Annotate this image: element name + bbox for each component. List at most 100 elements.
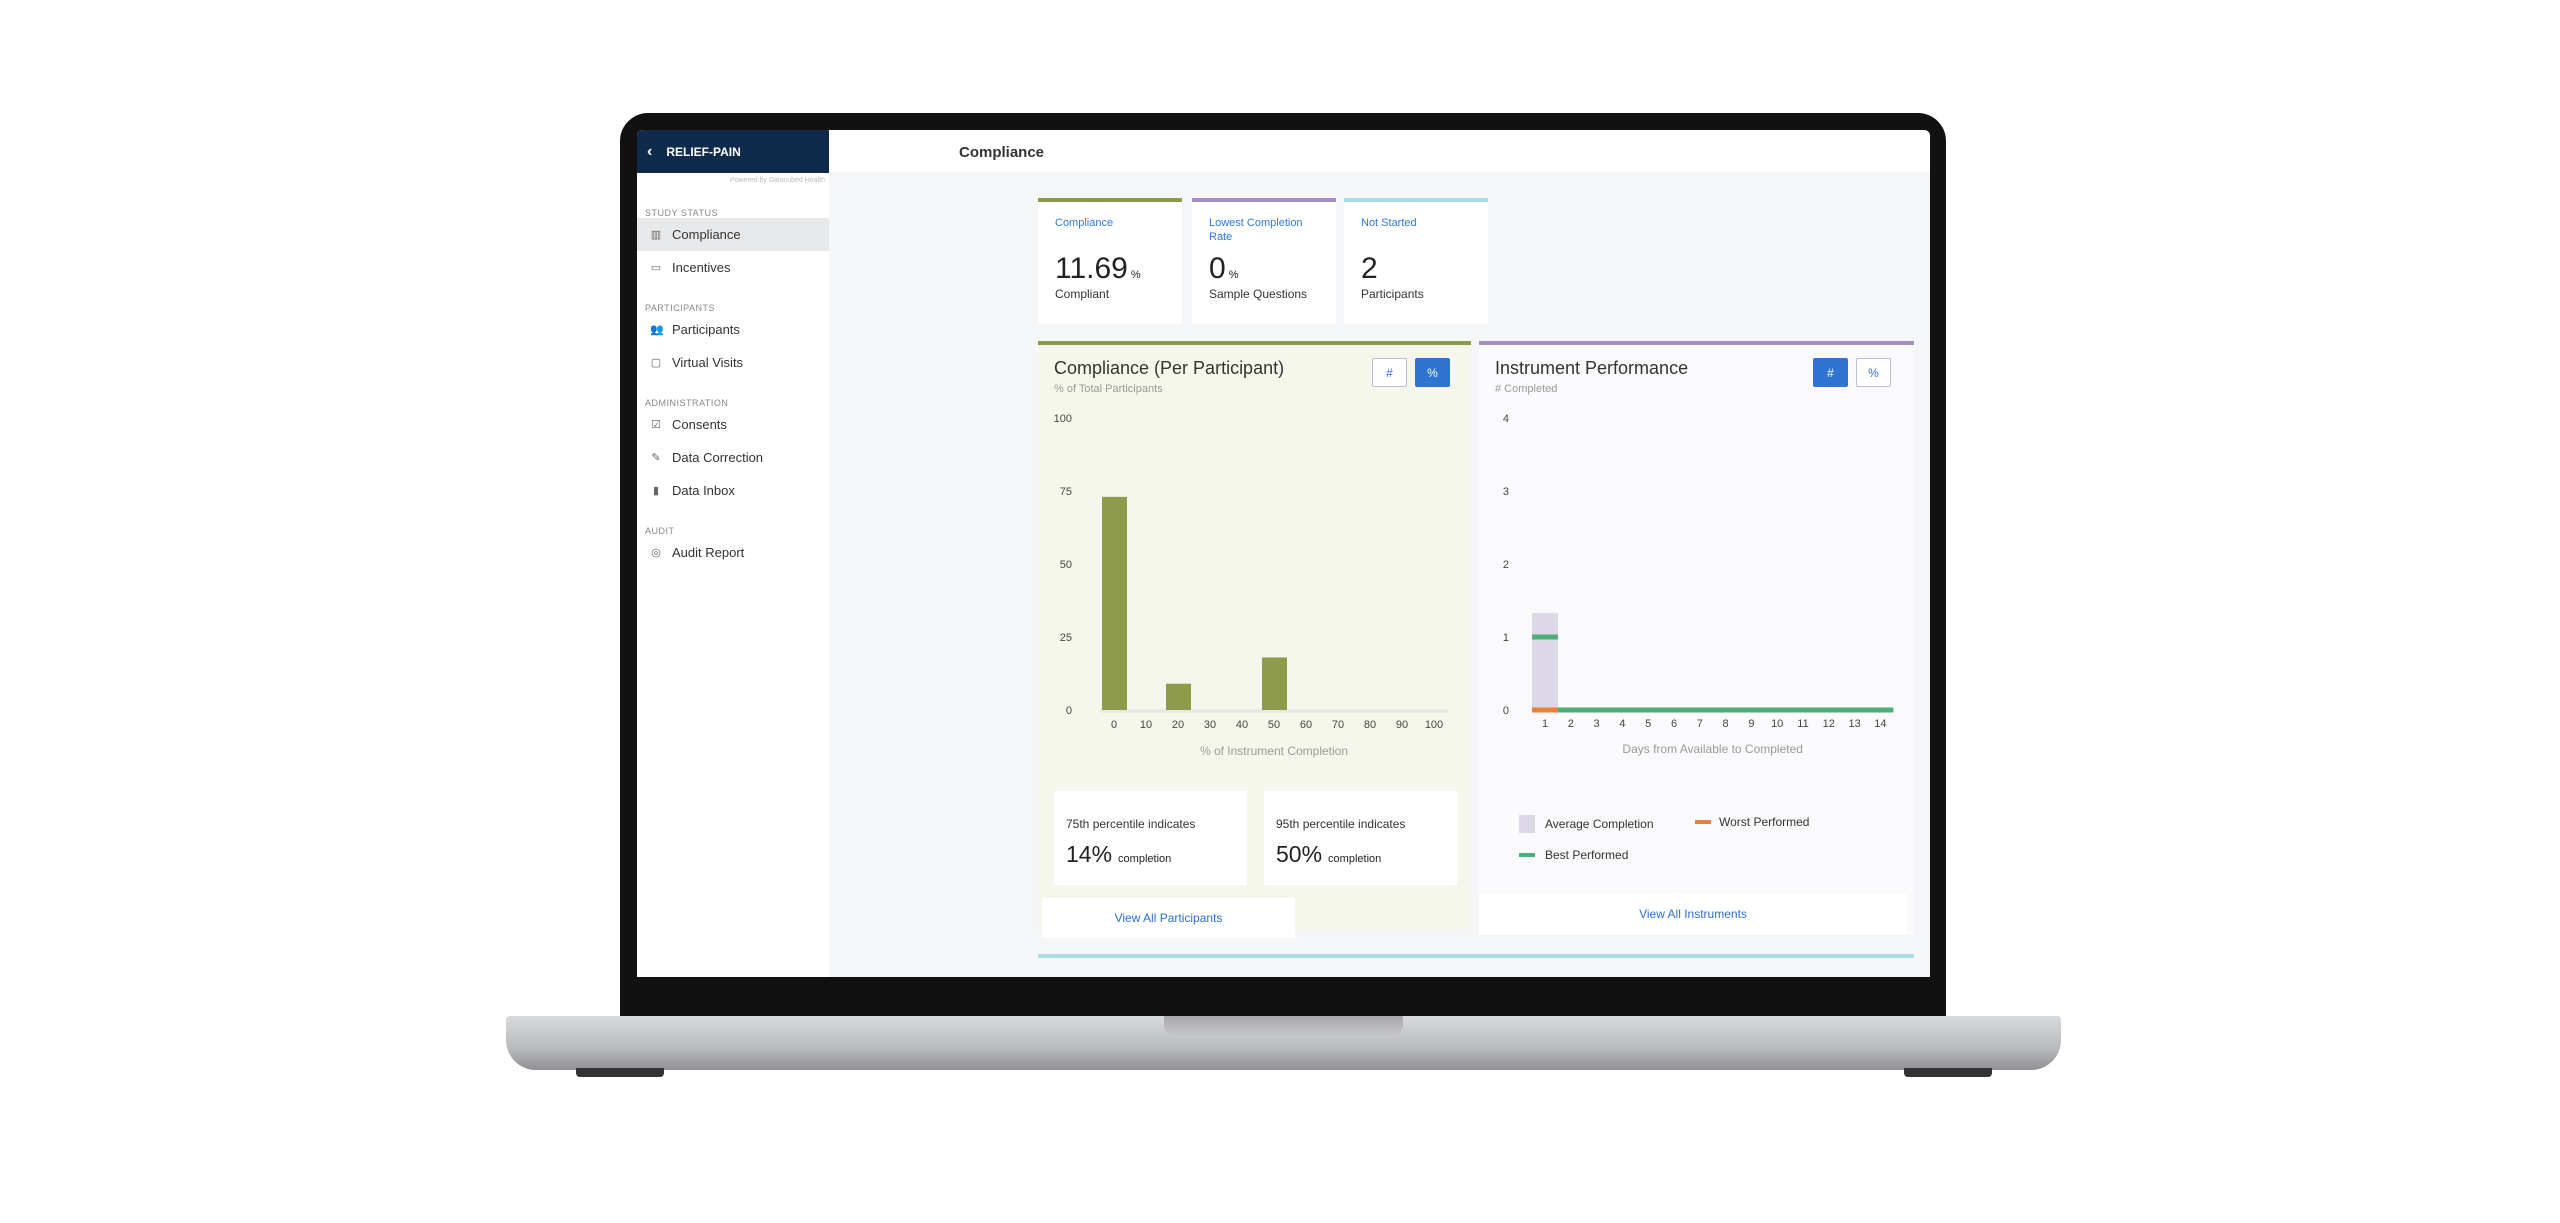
panel-subtitle: % of Total Participants [1054, 383, 1163, 395]
x-tick-label: 80 [1364, 719, 1376, 731]
legend-label: Worst Performed [1719, 815, 1810, 829]
x-tick-label: 70 [1332, 719, 1344, 731]
best-performed-mark [1661, 707, 1687, 713]
sidebar-item-consents[interactable]: ☑ Consents [637, 408, 829, 441]
best-performed-mark [1712, 707, 1739, 713]
best-performed-mark [1686, 707, 1713, 713]
best-performed-mark [1815, 707, 1842, 713]
panel-subtitle: # Completed [1495, 383, 1558, 395]
people-icon: 👥 [650, 323, 664, 336]
panel-title: Instrument Performance [1495, 358, 1689, 378]
stat-card: Compliance 11.69% Compliant [1038, 202, 1182, 324]
x-tick-label: 5 [1645, 718, 1651, 730]
x-tick-label: 30 [1204, 719, 1216, 731]
legend-worst: Worst Performed [1695, 815, 1809, 829]
stat-accent [1344, 198, 1488, 202]
panel-accent [1479, 341, 1914, 345]
sidebar-section-label: ADMINISTRATION [645, 398, 729, 408]
sidebar-item-label: Virtual Visits [672, 355, 744, 370]
sidebar-item-incentives[interactable]: ▭ Incentives [637, 251, 829, 284]
count-toggle[interactable]: # [1813, 358, 1848, 387]
count-toggle[interactable]: # [1372, 358, 1407, 387]
best-performed-mark [1841, 707, 1868, 713]
x-tick-label: 12 [1823, 718, 1835, 730]
page-title: Compliance [959, 144, 1045, 161]
best-performed-mark [1583, 707, 1610, 713]
best-performed-mark [1609, 707, 1636, 713]
legend-best: Best Performed [1519, 848, 1628, 862]
stat-label: Lowest Completion Rate [1209, 217, 1303, 243]
sidebar-item-audit-report[interactable]: ◎ Audit Report [637, 536, 829, 569]
bar [1102, 496, 1127, 710]
y-tick-label: 100 [1054, 413, 1072, 425]
study-header[interactable]: ‹ RELIEF-PAIN [637, 130, 829, 173]
inbox-alert-icon: ▮ [652, 484, 660, 497]
x-tick-label: 10 [1140, 719, 1152, 731]
sidebar-item-virtual-visits[interactable]: ▢ Virtual Visits [637, 346, 829, 379]
stat-accent [1192, 198, 1336, 202]
sidebar-item-label: Compliance [672, 227, 741, 242]
sidebar-item-label: Consents [672, 417, 727, 432]
sidebar-section-label: PARTICIPANTS [645, 303, 716, 313]
view-all-instruments-link[interactable]: View All Instruments [1479, 894, 1907, 934]
average-completion-bar [1532, 612, 1558, 710]
legend-label: Best Performed [1545, 848, 1629, 862]
sidebar-item-data-correction[interactable]: ✎ Data Correction [637, 441, 829, 474]
y-tick-label: 75 [1060, 486, 1072, 498]
best-performed-mark [1738, 707, 1765, 713]
stat-value: 11.69 [1055, 252, 1128, 285]
y-tick-label: 1 [1503, 632, 1509, 644]
laptop-notch [1164, 1016, 1403, 1038]
clipboard-check-icon: ☑ [651, 418, 661, 431]
percent-toggle[interactable]: % [1415, 358, 1450, 387]
p95-value: 50% [1276, 841, 1323, 867]
legend-swatch [1519, 815, 1535, 833]
app-screen: Compliance ‹ RELIEF-PAIN Powered by Datac… [637, 130, 1930, 977]
bar-chart-icon: ▥ [650, 228, 662, 241]
x-tick-label: 6 [1671, 718, 1677, 730]
compliance-histogram: 0 25 50 75 100 0 10 20 30 40 50 60 70 80 90 100 % of Ins… [1054, 413, 1448, 758]
y-tick-label: 4 [1503, 413, 1509, 425]
x-tick-label: 14 [1874, 718, 1886, 730]
sidebar-item-label: Data Inbox [672, 483, 735, 498]
bar [1262, 657, 1287, 710]
best-performed-mark [1557, 707, 1584, 713]
p75-value: 14% [1066, 841, 1113, 867]
sidebar-item-participants[interactable]: 👥 Participants [637, 313, 829, 346]
panel-title: Compliance (Per Participant) [1054, 358, 1285, 378]
view-all-participants-link[interactable]: View All Participants [1042, 898, 1295, 938]
laptop-foot [576, 1068, 664, 1077]
sidebar-section-label: STUDY STATUS [645, 208, 719, 218]
completion-label: completion [1328, 853, 1382, 865]
y-tick-label: 2 [1503, 559, 1509, 571]
sidebar-item-label: Incentives [672, 260, 731, 275]
top-bar: Compliance [829, 130, 1930, 172]
x-tick-label: 90 [1396, 719, 1408, 731]
powered-by: Powered by Datacubed Health [730, 177, 825, 184]
x-tick-label: 1 [1542, 718, 1548, 730]
stat-sub: Sample Questions [1209, 287, 1308, 301]
x-tick-label: 3 [1594, 718, 1600, 730]
x-tick-label: 8 [1723, 718, 1729, 730]
x-tick-label: 7 [1697, 718, 1703, 730]
bar [1166, 683, 1191, 710]
worst-performed-mark [1532, 707, 1558, 713]
sidebar-item-data-inbox[interactable]: ▮ Data Inbox [637, 474, 829, 507]
sidebar-item-compliance[interactable]: ▥ Compliance [637, 218, 829, 251]
fingerprint-icon: ◎ [651, 546, 661, 559]
sidebar-item-label: Audit Report [672, 545, 745, 560]
best-performed-mark [1867, 707, 1894, 713]
back-chevron-icon[interactable]: ‹ [647, 142, 653, 160]
study-name: RELIEF-PAIN [666, 144, 741, 159]
x-tick-label: 100 [1425, 719, 1443, 731]
p75-label: 75th percentile indicates [1066, 817, 1196, 831]
stat-label: Compliance [1055, 217, 1114, 229]
x-tick-label: 13 [1848, 718, 1860, 730]
percent-toggle[interactable]: % [1856, 358, 1891, 387]
stat-sub: Participants [1361, 287, 1424, 301]
x-tick-label: 4 [1619, 718, 1625, 730]
x-tick-label: 10 [1771, 718, 1783, 730]
stat-value: 2 [1361, 252, 1378, 285]
x-tick-label: 0 [1111, 719, 1117, 731]
